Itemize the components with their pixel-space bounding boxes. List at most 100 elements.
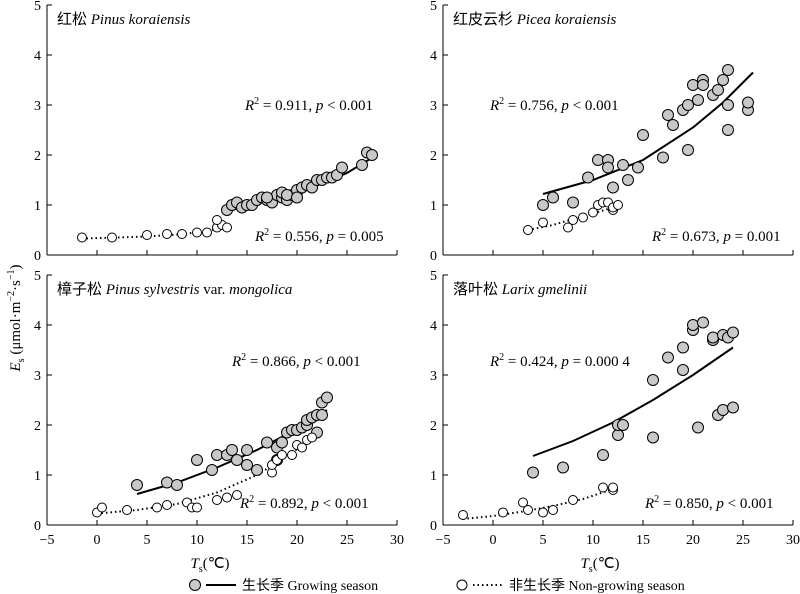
point-growing xyxy=(722,124,734,136)
point-growing xyxy=(211,449,223,461)
y-tick-label: 4 xyxy=(34,49,41,64)
stat-growing: R2 = 0.424, p = 0.000 4 xyxy=(489,352,630,370)
point-growing xyxy=(712,84,724,96)
y-tick-label: 3 xyxy=(34,99,41,114)
point-nongrowing xyxy=(97,502,107,513)
point-nongrowing xyxy=(107,232,117,243)
x-tick-label: 25 xyxy=(736,533,750,548)
point-growing xyxy=(697,79,709,91)
point-growing xyxy=(567,196,579,209)
stat-nongrowing: R2 = 0.850, p < 0.001 xyxy=(644,494,774,512)
panel-title: 红皮云杉 Picea koraiensis xyxy=(453,11,616,28)
point-growing xyxy=(597,449,609,461)
stat-nongrowing: R2 = 0.556, p = 0.005 xyxy=(254,227,384,245)
y-tick-label: 2 xyxy=(34,419,41,434)
y-tick-label: 2 xyxy=(430,419,437,434)
point-growing xyxy=(682,99,694,111)
point-nongrowing xyxy=(142,230,152,240)
point-nongrowing xyxy=(598,482,608,493)
panel-title: 樟子松 Pinus sylvestris var. mongolica xyxy=(57,280,292,298)
point-growing xyxy=(632,161,644,174)
stat-growing: R2 = 0.911, p < 0.001 xyxy=(244,96,373,114)
panel-title-cn: 红皮云杉 xyxy=(453,11,517,28)
y-tick-label: 5 xyxy=(430,0,437,14)
point-nongrowing xyxy=(122,505,132,515)
point-growing xyxy=(607,181,619,194)
y-tick-label: 3 xyxy=(430,369,437,384)
point-growing xyxy=(647,431,659,444)
point-growing xyxy=(687,319,699,331)
y-tick-label: 1 xyxy=(430,199,437,214)
point-nongrowing xyxy=(588,207,598,218)
point-growing xyxy=(637,129,649,141)
x-tick-label: 10 xyxy=(586,533,600,548)
point-growing xyxy=(612,429,624,441)
y-tick-label: 1 xyxy=(34,469,41,484)
x-tick-label: 30 xyxy=(786,533,800,548)
point-growing xyxy=(717,74,729,86)
legend-growing-marker xyxy=(189,579,201,591)
panel-1: 0 1 2 3 4 5 红松 Pinus koraiensis R2 = 0.911, p <… xyxy=(34,0,398,264)
panel-title: 红松 Pinus koraiensis xyxy=(57,11,191,28)
point-growing xyxy=(677,364,689,376)
point-nongrowing xyxy=(568,495,578,505)
x-tick-label: 15 xyxy=(636,533,650,548)
y-tick-label: 3 xyxy=(34,369,41,384)
point-nongrowing xyxy=(277,450,287,460)
y-tick-label: 0 xyxy=(34,519,41,534)
point-growing xyxy=(321,391,333,404)
point-growing xyxy=(707,331,719,344)
point-nongrowing xyxy=(162,229,172,239)
y-tick-label: 5 xyxy=(34,0,41,14)
panel-title-latin2: mongolica xyxy=(229,282,292,298)
fit-curve-nongrowing xyxy=(462,488,614,520)
point-nongrowing xyxy=(548,505,558,515)
point-growing xyxy=(727,401,739,414)
x-tick-label: 30 xyxy=(390,533,404,548)
point-growing xyxy=(717,404,729,416)
legend-growing-label: 生长季 Growing season xyxy=(242,578,378,594)
point-growing xyxy=(692,94,704,106)
point-nongrowing xyxy=(192,502,202,513)
x-tick-label: 10 xyxy=(190,533,204,548)
panel-title-cn: 落叶松 xyxy=(453,281,502,298)
point-nongrowing xyxy=(212,495,222,505)
x-tick-label: −5 xyxy=(40,533,55,548)
point-nongrowing xyxy=(287,450,297,460)
point-growing xyxy=(206,464,218,476)
point-nongrowing xyxy=(563,222,573,233)
panel-title-var: var. xyxy=(200,282,230,298)
point-growing xyxy=(677,341,689,354)
fit-curve-growing xyxy=(532,346,734,457)
point-growing xyxy=(131,479,143,491)
point-growing xyxy=(241,444,253,456)
x-axis-label-left: Ts(℃) xyxy=(190,556,229,575)
x-tick-label: −5 xyxy=(436,533,451,548)
point-growing xyxy=(697,316,709,329)
point-growing xyxy=(682,144,694,156)
y-tick-label: 4 xyxy=(34,319,41,334)
y-tick-label: 5 xyxy=(430,269,437,284)
point-growing xyxy=(231,454,243,466)
point-nongrowing xyxy=(307,432,317,443)
point-growing xyxy=(161,476,173,489)
point-growing xyxy=(171,479,183,491)
point-growing xyxy=(617,419,629,431)
panel-title-cn: 红松 xyxy=(57,11,91,28)
point-growing xyxy=(191,454,203,466)
y-tick-label: 0 xyxy=(430,249,437,264)
panel-title-latin: Pinus sylvestris xyxy=(105,282,200,298)
point-nongrowing xyxy=(152,502,162,513)
fit-curve-nongrowing xyxy=(96,438,313,515)
y-tick-label: 0 xyxy=(430,519,437,534)
y-tick-label: 0 xyxy=(34,249,41,264)
point-growing xyxy=(667,119,679,131)
stat-nongrowing: R2 = 0.673, p = 0.001 xyxy=(651,227,781,245)
point-nongrowing xyxy=(458,510,468,520)
stat-growing: R2 = 0.866, p < 0.001 xyxy=(231,352,361,370)
point-nongrowing xyxy=(523,505,533,515)
x-tick-label: 5 xyxy=(540,533,547,548)
point-growing xyxy=(582,171,594,184)
